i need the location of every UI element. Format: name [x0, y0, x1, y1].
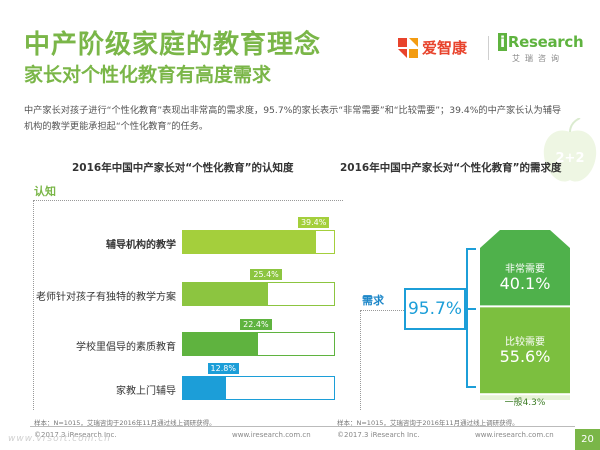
bar-value-label: 25.4%: [250, 269, 282, 280]
bar: [182, 230, 316, 254]
demand-label-very-needed-category: 非常需要: [505, 263, 545, 275]
demand-segment-fairly-needed: [480, 307, 570, 394]
iresearch-word: Research: [507, 33, 584, 51]
aizhikang-logo-text: 爱智康: [422, 39, 468, 57]
bar: [182, 332, 259, 356]
demand-bracket-mid: [466, 308, 476, 310]
demand-tag: 需求: [362, 294, 384, 307]
demand-label-fairly-needed: 比较需要 55.6%: [480, 333, 570, 366]
bar-category-label: 辅导机构的教学: [106, 240, 176, 251]
demand-label-fairly-needed-value: 55.6%: [499, 347, 551, 367]
iresearch-logo-text: i Research: [498, 33, 584, 51]
bar-category-label: 家教上门辅导: [116, 386, 176, 397]
demand-connector: [360, 310, 404, 311]
demand-bracket: [466, 248, 476, 388]
demand-label-very-needed: 非常需要 40.1%: [480, 260, 570, 293]
page-subtitle: 家长对个性化教育有高度需求: [24, 64, 272, 86]
demand-connector-vertical: [360, 310, 361, 410]
demand-total-value: 95.7%: [404, 288, 466, 330]
bar-value-label: 12.8%: [207, 363, 239, 374]
demand-label-very-needed-value: 40.1%: [499, 273, 551, 293]
copyright-left: ©2017.3 iResearch Inc.: [34, 431, 117, 439]
copyright-right: ©2017.3 iResearch Inc.: [337, 431, 420, 439]
demand-stacked-svg: [480, 230, 570, 406]
page-title: 中产阶级家庭的教育理念: [24, 30, 322, 60]
demand-label-average: 一般4.3%: [504, 398, 546, 409]
cognition-tag: 认知: [34, 185, 56, 198]
description-text: 中产家长对孩子进行“个性化教育”表现出非常高的需求度，95.7%的家长表示“非常…: [24, 105, 562, 132]
demand-label-fairly-needed-category: 比较需要: [505, 337, 545, 349]
bar-category-label: 老师针对孩子有独特的教学方案: [36, 292, 176, 303]
aizhikang-logo: 爱智康: [398, 37, 467, 58]
iresearch-logo: i Research 艾瑞咨询: [498, 33, 584, 64]
footer-divider: [30, 426, 575, 427]
left-sample-note: 样本：N=1015，艾瑞咨询于2016年11月通过线上调研获得。: [34, 419, 216, 427]
left-chart-title: 2016年中国中产家长对“个性化教育”的认知度: [72, 162, 294, 174]
cognition-bracket: [33, 200, 343, 410]
apple-decoration-icon: 2+2: [543, 118, 597, 182]
right-sample-note: 样本：N=1015，艾瑞咨询于2016年11月通过线上调研获得。: [337, 419, 519, 427]
demand-segment-very-needed: [480, 230, 570, 306]
url-right: www.iresearch.com.cn: [475, 431, 554, 439]
iresearch-cn-text: 艾瑞咨询: [512, 54, 564, 63]
bar-value-label: 22.4%: [240, 319, 272, 330]
iresearch-i: i: [498, 33, 507, 51]
demand-stacked-chart: 非常需要 40.1% 比较需要 55.6% 一般4.3%: [480, 230, 570, 408]
watermark-text: www.vrsoft.com.cn: [8, 434, 111, 444]
url-left: www.iresearch.com.cn: [232, 431, 311, 439]
bar: [182, 282, 269, 306]
logo-divider: [488, 36, 489, 60]
right-chart-title: 2016年中国中产家长对“个性化教育”的需求度: [340, 162, 562, 174]
bar: [182, 376, 226, 400]
apple-decoration-text: 2+2: [556, 151, 585, 166]
bar-value-label: 39.4%: [297, 217, 330, 228]
aizhikang-logo-icon: [398, 37, 418, 58]
page-number: 20: [575, 429, 600, 450]
bar-category-label: 学校里倡导的素质教育: [76, 342, 176, 353]
